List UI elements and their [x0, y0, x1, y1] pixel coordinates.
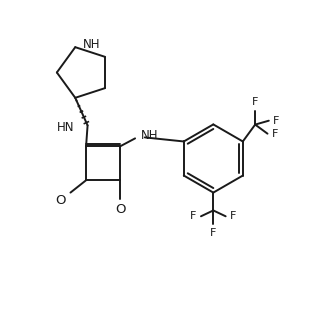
Text: O: O	[55, 194, 66, 207]
Text: F: F	[210, 228, 216, 238]
Text: F: F	[272, 129, 278, 139]
Text: NH: NH	[141, 129, 158, 142]
Text: HN: HN	[57, 120, 75, 134]
Text: F: F	[190, 211, 197, 221]
Text: F: F	[252, 97, 259, 107]
Text: O: O	[115, 203, 126, 216]
Text: F: F	[230, 211, 237, 221]
Text: NH: NH	[82, 38, 100, 51]
Text: F: F	[273, 116, 280, 126]
